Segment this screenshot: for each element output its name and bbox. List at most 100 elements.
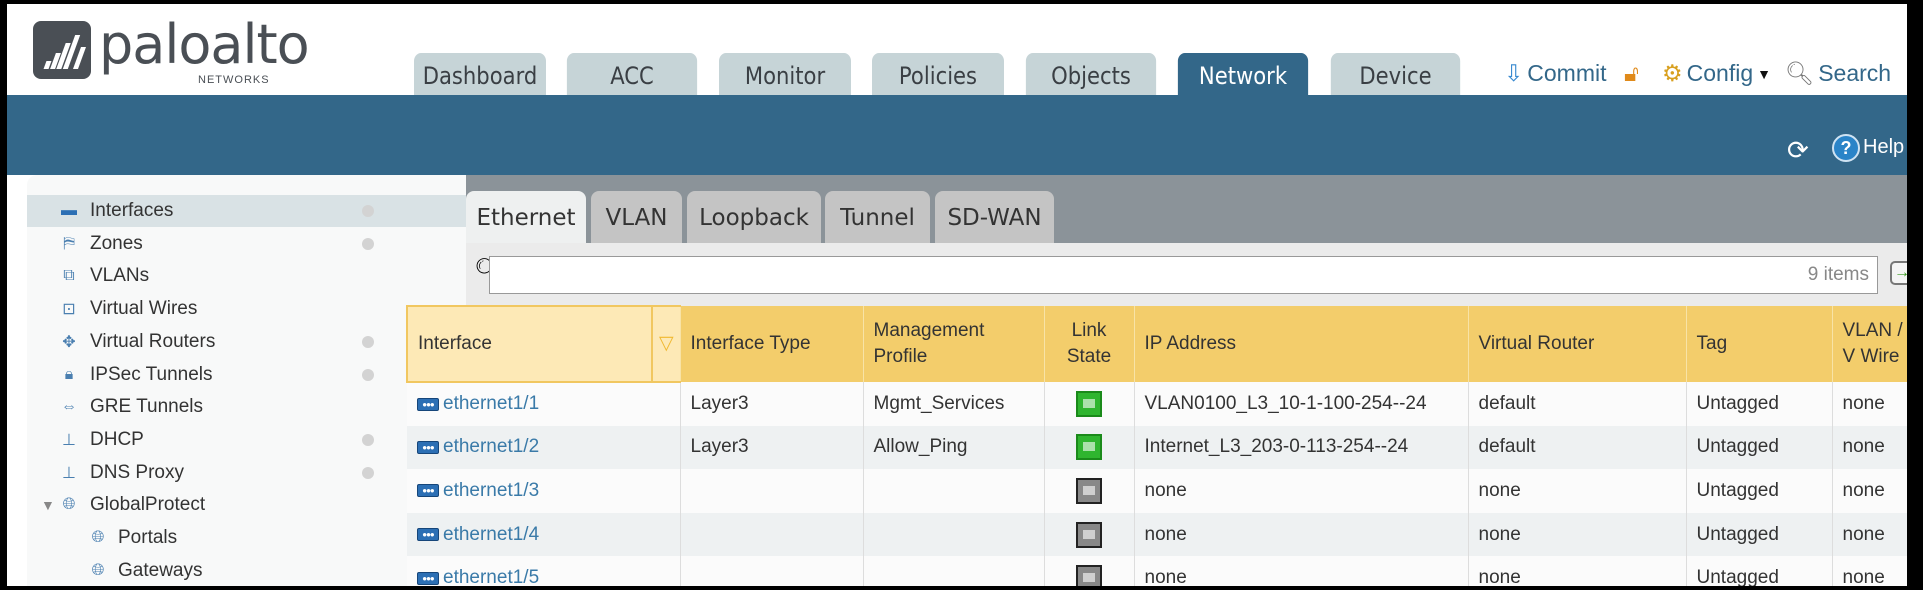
top-tab-dashboard[interactable]: Dashboard: [414, 53, 546, 95]
link-down-icon: [1076, 521, 1102, 548]
paloalto-logo: paloalto NETWORKS: [33, 13, 310, 89]
sidebar-item-zones[interactable]: ⛿ Zones: [27, 228, 473, 260]
cell-link-state: [1044, 382, 1135, 426]
cell-ip-address: none: [1134, 512, 1469, 557]
sub-tab-ethernet[interactable]: Ethernet: [466, 191, 586, 243]
cell-vlan-wire: none: [1832, 382, 1907, 426]
top-tab-monitor[interactable]: Monitor: [719, 53, 851, 95]
top-band: ⟳ ? Help: [7, 95, 1907, 175]
top-tab-objects[interactable]: Objects: [1025, 53, 1157, 95]
zones-icon: ⛿: [63, 234, 75, 252]
column-header-interface[interactable]: Interface: [406, 305, 653, 383]
search-button[interactable]: 🔍︎ Search: [1785, 60, 1891, 87]
link-down-icon: [1076, 477, 1102, 504]
column-header-vlan-virtual-wire[interactable]: VLAN / V Wire: [1832, 306, 1907, 382]
sidebar: ▬ Interfaces ⛿ Zones ⧉ VLANs ⊡ Virtual Wires ✥ Vi…: [27, 175, 473, 586]
cell-ip-address: VLAN0100_L3_10-1-100-254--24: [1134, 382, 1469, 426]
column-header-tag[interactable]: Tag: [1686, 306, 1833, 382]
sidebar-item-label: Zones: [90, 232, 143, 254]
top-tab-acc[interactable]: ACC: [566, 53, 698, 95]
sidebar-item-label: VLANs: [90, 265, 150, 287]
cell-virtual-router: none: [1468, 556, 1687, 586]
cell-ip-address: none: [1134, 556, 1469, 586]
refresh-icon[interactable]: ⟳: [1787, 135, 1809, 165]
logo-mark-icon: [33, 21, 91, 79]
apply-filter-button[interactable]: →: [1890, 261, 1907, 285]
tab-content: 🔍︎ 9 items → ✖ Interface▽Interface TypeM…: [406, 243, 1907, 586]
top-tab-network[interactable]: Network: [1177, 53, 1309, 95]
sidebar-item-interfaces[interactable]: ▬ Interfaces: [27, 195, 473, 227]
status-dot: [362, 433, 374, 446]
table-row[interactable]: ●●● ethernet1/3 none none Untagged none: [407, 469, 1907, 513]
help-icon[interactable]: ?: [1832, 134, 1860, 162]
column-header-ip-address[interactable]: IP Address: [1134, 306, 1469, 382]
sub-tab-tunnel[interactable]: Tunnel: [825, 191, 930, 243]
interface-link[interactable]: ethernet1/3: [443, 479, 540, 501]
sidebar-item-globalprotect[interactable]: ▼ 🌐︎ GlobalProtect: [27, 489, 473, 521]
ethernet-port-icon: ●●●: [417, 528, 439, 542]
dhcp-icon: ⊥: [62, 431, 76, 449]
sub-tab-sd-wan[interactable]: SD-WAN: [935, 191, 1054, 243]
lock-button[interactable]: 🔓︎: [1624, 60, 1639, 87]
cell-management-profile: Allow_Ping: [863, 425, 1045, 470]
status-dot: [362, 466, 374, 479]
item-count: 9 items: [1807, 264, 1869, 285]
interface-link[interactable]: ethernet1/1: [443, 393, 540, 415]
cell-vlan-wire: none: [1832, 512, 1907, 557]
column-header-interface-type[interactable]: Interface Type: [680, 306, 864, 382]
sidebar-item-virtual-wires[interactable]: ⊡ Virtual Wires: [27, 293, 473, 325]
sidebar-item-label: IPSec Tunnels: [90, 363, 213, 385]
sidebar-item-dhcp[interactable]: ⊥ DHCP: [27, 424, 473, 456]
expand-triangle-icon[interactable]: ▼: [41, 497, 55, 514]
interface-link[interactable]: ethernet1/4: [443, 523, 540, 545]
interface-link[interactable]: ethernet1/5: [443, 567, 540, 586]
table-row[interactable]: ●●● ethernet1/1 Layer3 Mgmt_Services VLAN010…: [407, 382, 1907, 426]
sidebar-item-gre-tunnels[interactable]: ⇔ GRE Tunnels: [27, 391, 473, 423]
sub-tab-loopback[interactable]: Loopback: [687, 191, 821, 243]
sidebar-item-gateways[interactable]: 🌐︎ Gateways: [27, 555, 473, 586]
cell-virtual-router: none: [1468, 469, 1687, 513]
column-header-link-state[interactable]: Link State: [1044, 306, 1135, 382]
config-button[interactable]: ⚙ Config ▼: [1662, 60, 1771, 87]
interface-link[interactable]: ethernet1/2: [443, 436, 540, 458]
help-link[interactable]: Help: [1863, 136, 1905, 158]
link-up-icon: [1076, 390, 1102, 417]
cell-link-state: [1044, 556, 1135, 586]
sidebar-item-dns-proxy[interactable]: ⊥ DNS Proxy: [27, 457, 473, 489]
gre-tunnels-icon: ⇔: [61, 398, 77, 416]
cell-management-profile: [863, 556, 1045, 586]
top-tab-policies[interactable]: Policies: [872, 53, 1004, 95]
top-tab-device[interactable]: Device: [1330, 53, 1461, 95]
lock-icon: 🔓︎: [1624, 60, 1639, 86]
status-dot: [362, 205, 374, 217]
cell-interface: ●●● ethernet1/1: [407, 382, 681, 426]
filter-input[interactable]: 9 items: [489, 256, 1878, 294]
sidebar-item-label: Portals: [118, 527, 178, 548]
commit-button[interactable]: ⇩ Commit: [1504, 60, 1607, 87]
portals-icon: 🌐︎: [91, 529, 105, 546]
globalprotect-icon: 🌐︎: [62, 496, 76, 514]
table-row[interactable]: ●●● ethernet1/5 none none Untagged none: [407, 556, 1907, 586]
column-header-virtual-router[interactable]: Virtual Router: [1468, 306, 1687, 382]
search-label: Search: [1818, 60, 1892, 86]
cell-ip-address: none: [1134, 469, 1469, 513]
sidebar-item-vlans[interactable]: ⧉ VLANs: [27, 260, 473, 292]
vlans-icon: ⧉: [63, 267, 75, 285]
config-icon: ⚙: [1662, 60, 1683, 86]
sort-caret-icon[interactable]: ▽: [652, 305, 681, 383]
sidebar-item-ipsec-tunnels[interactable]: 🔒︎ IPSec Tunnels: [27, 359, 473, 391]
table-row[interactable]: ●●● ethernet1/2 Layer3 Allow_Ping Internet_L…: [407, 425, 1907, 470]
cell-management-profile: [863, 469, 1045, 513]
sidebar-item-virtual-routers[interactable]: ✥ Virtual Routers: [27, 326, 473, 358]
logo-wordmark: paloalto: [99, 13, 310, 76]
column-header-management-profile[interactable]: Management Profile: [863, 306, 1045, 382]
virtual-routers-icon: ✥: [62, 333, 76, 351]
cell-ip-address: Internet_L3_203-0-113-254--24: [1134, 425, 1469, 470]
table-row[interactable]: ●●● ethernet1/4 none none Untagged none: [407, 512, 1907, 557]
sidebar-item-label: Gateways: [118, 559, 203, 581]
status-dot: [362, 335, 374, 348]
cell-interface-type: [680, 469, 864, 513]
sub-tab-vlan[interactable]: VLAN: [591, 191, 682, 243]
sidebar-item-portals[interactable]: 🌐︎ Portals: [27, 522, 473, 554]
commit-icon: ⇩: [1504, 60, 1524, 86]
